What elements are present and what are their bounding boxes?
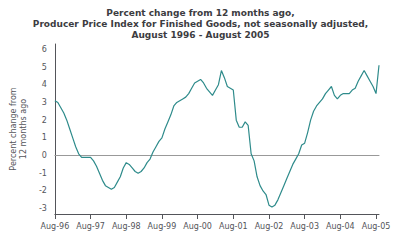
svg-text:-1: -1 [39,169,47,178]
svg-text:Aug-98: Aug-98 [112,222,141,231]
svg-text:Percent change from: Percent change from [9,87,18,170]
svg-text:Aug-00: Aug-00 [183,222,212,231]
svg-text:Aug-97: Aug-97 [76,222,105,231]
svg-text:5: 5 [42,63,47,72]
svg-text:12 months ago: 12 months ago [19,99,28,159]
svg-text:Percent change from 12 months: Percent change from 12 months ago, [106,8,294,18]
svg-text:Producer Price Index for Finis: Producer Price Index for Finished Goods,… [33,19,368,29]
svg-text:Aug-96: Aug-96 [41,222,70,231]
svg-text:1: 1 [42,133,47,142]
svg-text:2: 2 [42,116,47,125]
svg-text:Aug-03: Aug-03 [290,222,319,231]
svg-text:-3: -3 [39,204,47,213]
svg-text:4: 4 [42,80,47,89]
svg-text:Aug-04: Aug-04 [326,222,355,231]
svg-text:Aug-99: Aug-99 [148,222,177,231]
svg-text:August 1996 - August 2005: August 1996 - August 2005 [131,30,269,40]
svg-text:6: 6 [42,45,47,54]
svg-text:-2: -2 [39,186,47,195]
svg-text:0: 0 [42,151,47,160]
svg-text:Aug-02: Aug-02 [255,222,284,231]
svg-text:3: 3 [42,98,47,107]
svg-text:Aug-05: Aug-05 [362,222,391,231]
svg-text:Aug-01: Aug-01 [219,222,248,231]
